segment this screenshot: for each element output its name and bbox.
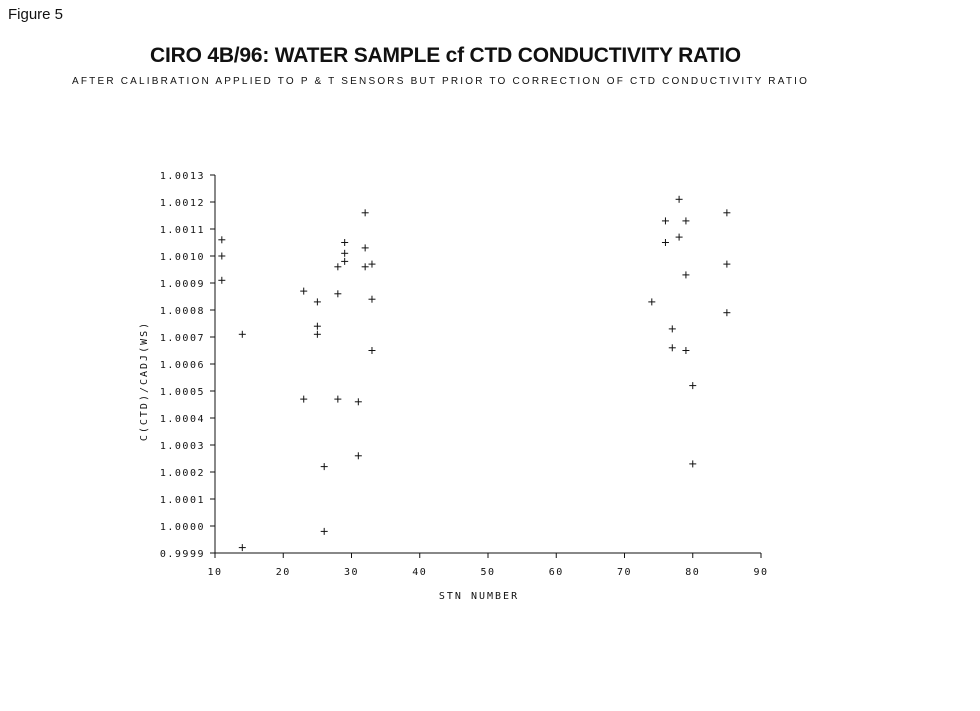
data-point xyxy=(218,236,226,244)
x-tick-label: 50 xyxy=(480,567,495,578)
x-tick-label: 60 xyxy=(549,567,564,578)
y-tick-label: 1.0012 xyxy=(160,198,205,209)
data-point xyxy=(668,325,676,333)
y-tick-label: 1.0004 xyxy=(160,414,205,425)
data-point xyxy=(334,395,342,403)
y-tick-label: 1.0007 xyxy=(160,333,205,344)
data-point xyxy=(300,287,308,295)
data-point xyxy=(689,460,697,468)
axes xyxy=(214,175,761,554)
x-tick-label: 20 xyxy=(276,567,291,578)
data-point xyxy=(354,398,362,406)
chart-title: CIRO 4B/96: WATER SAMPLE cf CTD CONDUCTI… xyxy=(150,44,741,67)
data-point xyxy=(300,395,308,403)
x-tick-label: 10 xyxy=(207,567,222,578)
data-point xyxy=(368,347,376,354)
y-tick-label: 1.0013 xyxy=(160,171,205,182)
data-point xyxy=(648,298,656,306)
data-point xyxy=(368,295,376,303)
x-tick-label: 80 xyxy=(685,567,700,578)
data-point xyxy=(682,217,690,225)
x-tick-label: 90 xyxy=(753,567,768,578)
y-tick-label: 1.0008 xyxy=(160,306,205,317)
x-tick-label: 40 xyxy=(412,567,427,578)
data-point xyxy=(238,544,246,552)
data-point xyxy=(334,290,342,298)
data-points xyxy=(218,195,731,552)
data-point xyxy=(313,298,321,306)
data-point xyxy=(354,452,362,460)
x-axis-label: STN NUMBER xyxy=(439,591,519,602)
data-point xyxy=(313,330,321,338)
y-tick-label: 1.0005 xyxy=(160,387,205,398)
data-point xyxy=(320,527,328,535)
y-tick-label: 1.0010 xyxy=(160,252,205,263)
figure-label: Figure 5 xyxy=(8,6,64,23)
data-point xyxy=(320,463,328,471)
y-tick-label: 1.0006 xyxy=(160,360,205,371)
data-point xyxy=(675,233,683,241)
data-point xyxy=(668,344,676,352)
data-point xyxy=(361,209,369,217)
data-point xyxy=(341,249,349,257)
data-point xyxy=(682,347,690,354)
y-tick-label: 1.0011 xyxy=(160,225,205,236)
x-tick-label: 30 xyxy=(344,567,359,578)
data-point xyxy=(682,271,690,279)
x-tick-label: 70 xyxy=(617,567,632,578)
ticks: 10 20 30 40 50 60 70 80 90 0.9999 1.0000 1.0001 1.00… xyxy=(160,171,768,578)
y-tick-label: 1.0001 xyxy=(160,495,205,506)
data-point xyxy=(723,209,731,217)
y-tick-label: 1.0000 xyxy=(160,522,205,533)
data-point xyxy=(238,330,246,338)
y-tick-label: 1.0003 xyxy=(160,441,205,452)
data-point xyxy=(341,257,349,265)
data-point xyxy=(218,276,226,284)
y-axis-label: C(CTD)/CADJ(WS) xyxy=(139,321,150,441)
data-point xyxy=(661,239,669,246)
data-point xyxy=(689,382,697,390)
data-point xyxy=(368,260,376,268)
y-tick-label: 1.0002 xyxy=(160,468,205,479)
data-point xyxy=(361,263,369,271)
data-point xyxy=(675,195,683,203)
data-point xyxy=(313,322,321,330)
data-point xyxy=(334,263,342,271)
data-point xyxy=(361,244,369,252)
data-point xyxy=(723,260,731,268)
y-tick-label: 0.9999 xyxy=(160,549,205,560)
data-point xyxy=(218,252,226,260)
y-tick-label: 1.0009 xyxy=(160,279,205,290)
data-point xyxy=(661,217,669,225)
data-point xyxy=(723,309,731,317)
data-point xyxy=(341,239,349,246)
chart-subtitle: AFTER CALIBRATION APPLIED TO P & T SENSO… xyxy=(72,76,810,87)
